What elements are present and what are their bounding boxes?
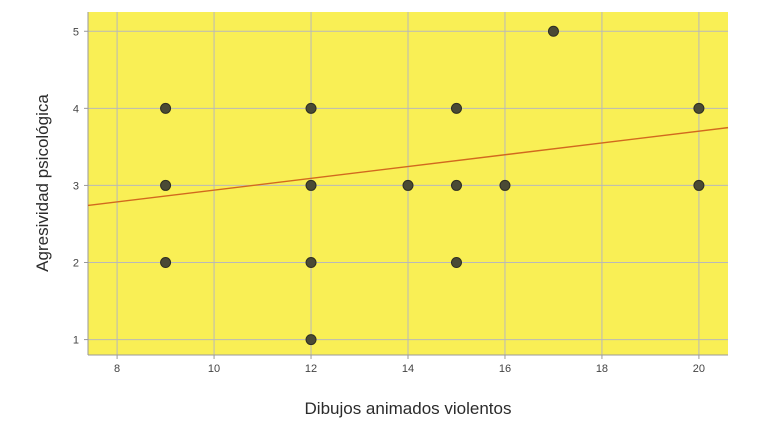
data-point — [548, 26, 558, 36]
x-tick-label: 8 — [114, 363, 120, 375]
x-tick-label: 16 — [499, 363, 511, 375]
x-tick-label: 12 — [305, 363, 317, 375]
x-tick-label: 10 — [208, 363, 220, 375]
y-tick-label: 2 — [73, 258, 79, 270]
x-tick-label: 14 — [402, 363, 414, 375]
data-point — [451, 180, 461, 190]
y-tick-label: 1 — [73, 335, 79, 347]
x-tick-label: 18 — [596, 363, 608, 375]
data-point — [306, 335, 316, 345]
x-axis-title: Dibujos animados violentos — [305, 399, 512, 418]
data-point — [451, 103, 461, 113]
data-point — [306, 103, 316, 113]
y-tick-label: 4 — [73, 103, 79, 115]
data-point — [694, 180, 704, 190]
data-point — [306, 258, 316, 268]
y-tick-label: 3 — [73, 180, 79, 192]
data-point — [161, 180, 171, 190]
data-point — [306, 180, 316, 190]
x-tick-label: 20 — [693, 363, 705, 375]
y-axis-title: Agresividad psicológica — [33, 94, 52, 272]
data-point — [500, 180, 510, 190]
data-point — [694, 103, 704, 113]
y-tick-label: 5 — [73, 26, 79, 38]
data-point — [451, 258, 461, 268]
data-point — [161, 103, 171, 113]
data-point — [161, 258, 171, 268]
data-point — [403, 180, 413, 190]
